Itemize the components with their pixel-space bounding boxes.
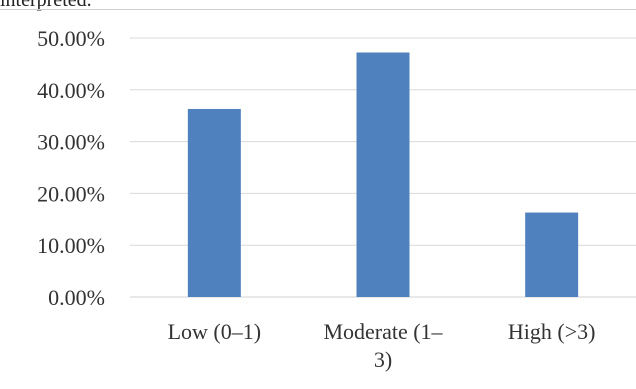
y-tick-label: 10.00% xyxy=(37,233,105,258)
bar xyxy=(187,108,241,297)
x-tick-label: 3) xyxy=(374,347,392,372)
y-tick-label: 40.00% xyxy=(37,78,105,103)
x-tick-label: Low (0–1) xyxy=(168,319,261,344)
bar xyxy=(525,212,579,297)
y-tick-label: 30.00% xyxy=(37,130,105,155)
x-tick-label: Moderate (1– xyxy=(323,319,443,344)
y-tick-label: 50.00% xyxy=(37,26,105,51)
cropped-body-text: interpreted. xyxy=(0,0,92,11)
y-tick-label: 20.00% xyxy=(37,181,105,206)
page-divider xyxy=(0,9,636,10)
y-tick-label: 0.00% xyxy=(48,285,105,310)
x-tick-label: High (>3) xyxy=(508,319,596,344)
bar xyxy=(356,52,410,298)
